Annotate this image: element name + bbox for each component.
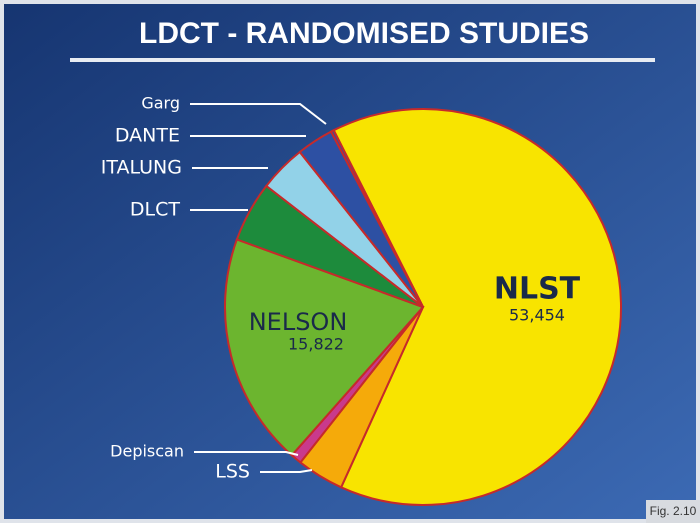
slice-value: 15,822 (288, 335, 344, 354)
leader-line (194, 451, 299, 456)
slice-label: Depiscan (110, 442, 184, 461)
figure-tag-box (646, 500, 700, 523)
pie (224, 108, 622, 506)
chart-title: LDCT - RANDOMISED STUDIES (139, 17, 589, 50)
slice-label: DANTE (115, 125, 180, 147)
leader-line (260, 469, 313, 473)
slice-label: Garg (141, 94, 180, 113)
leader-line (190, 103, 327, 125)
pie-slice (329, 128, 424, 308)
pie-slice (332, 108, 622, 506)
slice-label: NLST (494, 272, 581, 307)
slice-label: LSS (215, 461, 250, 483)
pie-slice (224, 238, 425, 457)
slice-label: DLCT (130, 199, 180, 221)
slice-label: ITALUNG (101, 157, 182, 179)
figure-tag: Fig. 2.10 (650, 504, 697, 518)
slice-label: NELSON (249, 308, 348, 336)
slice-value: 53,454 (509, 306, 565, 325)
